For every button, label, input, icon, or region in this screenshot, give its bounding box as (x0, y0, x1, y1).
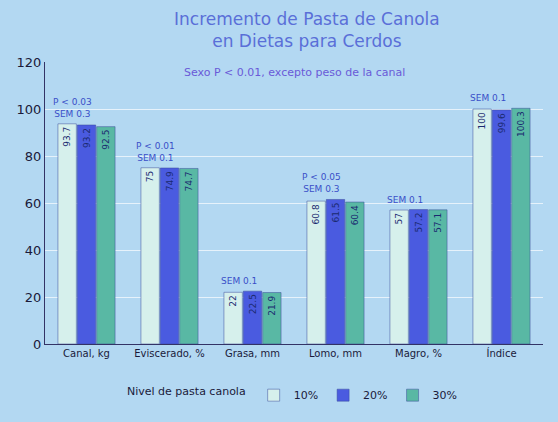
svg-text:22.5: 22.5 (248, 294, 258, 314)
svg-text:20: 20 (25, 290, 42, 305)
svg-text:P < 0.01SEM 0.1: P < 0.01SEM 0.1 (136, 141, 175, 163)
svg-text:Sexo P < 0.01, excepto peso de: Sexo P < 0.01, excepto peso de la canal (184, 66, 405, 79)
svg-text:57.1: 57.1 (433, 213, 443, 233)
svg-text:74.7: 74.7 (184, 171, 194, 191)
svg-text:93.2: 93.2 (82, 128, 92, 148)
svg-text:20%: 20% (363, 389, 387, 402)
svg-text:Índice: Índice (486, 347, 516, 359)
svg-text:61.5: 61.5 (331, 202, 341, 222)
svg-text:SEM 0.1: SEM 0.1 (470, 93, 506, 103)
svg-text:SEM 0.1: SEM 0.1 (221, 276, 257, 286)
svg-text:60.4: 60.4 (350, 205, 360, 225)
svg-text:Incremento de Pasta de Canolae: Incremento de Pasta de Canolaen Dietas p… (174, 9, 440, 51)
svg-text:21.9: 21.9 (267, 296, 277, 316)
svg-text:Magro, %: Magro, % (395, 348, 442, 359)
svg-text:10%: 10% (294, 389, 318, 402)
svg-text:99.6: 99.6 (497, 113, 507, 133)
svg-text:40: 40 (25, 243, 42, 258)
svg-text:100: 100 (477, 112, 487, 129)
svg-text:92.5: 92.5 (101, 130, 111, 150)
svg-text:60: 60 (25, 196, 42, 211)
svg-text:60.8: 60.8 (311, 204, 321, 224)
svg-text:100: 100 (17, 102, 42, 117)
svg-text:P < 0.05SEM 0.3: P < 0.05SEM 0.3 (302, 172, 341, 194)
svg-text:57.2: 57.2 (414, 213, 424, 233)
svg-text:22: 22 (228, 295, 238, 306)
svg-text:SEM 0.1: SEM 0.1 (387, 195, 423, 205)
svg-text:Canal, kg: Canal, kg (63, 348, 110, 359)
svg-text:0: 0 (33, 337, 41, 352)
svg-text:30%: 30% (433, 389, 457, 402)
svg-text:Lomo, mm: Lomo, mm (309, 348, 362, 359)
svg-text:Nivel de pasta canola: Nivel de pasta canola (127, 385, 246, 398)
svg-text:74.9: 74.9 (165, 171, 175, 191)
svg-text:80: 80 (25, 149, 42, 164)
svg-text:Eviscerado, %: Eviscerado, % (134, 348, 204, 359)
svg-text:57: 57 (394, 213, 404, 224)
svg-text:93.7: 93.7 (62, 127, 72, 147)
svg-text:P < 0.03SEM 0.3: P < 0.03SEM 0.3 (53, 97, 92, 119)
svg-text:100.3: 100.3 (516, 111, 526, 137)
svg-text:Grasa, mm: Grasa, mm (225, 348, 280, 359)
svg-text:120: 120 (17, 55, 42, 70)
svg-text:75: 75 (145, 171, 155, 182)
